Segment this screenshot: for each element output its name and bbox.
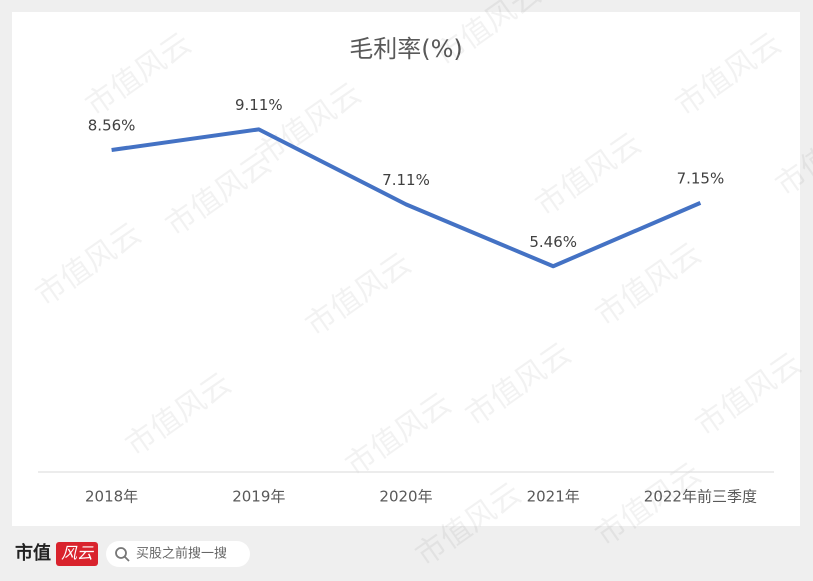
logo-badge: 风云 (61, 544, 95, 563)
x-tick-label: 2019年 (232, 488, 285, 506)
search-icon-handle (124, 556, 130, 562)
search-box[interactable] (106, 541, 250, 567)
x-tick-label: 2018年 (85, 488, 138, 506)
logo-text: 市值 (15, 542, 51, 564)
chart-card (12, 12, 800, 526)
logo-badge-bg (56, 542, 98, 566)
x-tick-label: 2020年 (379, 488, 432, 506)
data-label: 9.11% (235, 96, 283, 114)
data-label: 5.46% (529, 233, 577, 251)
chart-title: 毛利率(%) (349, 35, 463, 63)
x-tick-label: 2022年前三季度 (644, 488, 757, 506)
data-label: 7.11% (382, 171, 430, 189)
line (111, 127, 702, 269)
search-text[interactable]: 买股之前搜一搜 (136, 546, 227, 562)
x-tick-label: 2021年 (527, 488, 580, 506)
data-label: 7.15% (677, 169, 725, 187)
search-icon (115, 547, 127, 559)
data-label: 8.56% (88, 117, 136, 135)
